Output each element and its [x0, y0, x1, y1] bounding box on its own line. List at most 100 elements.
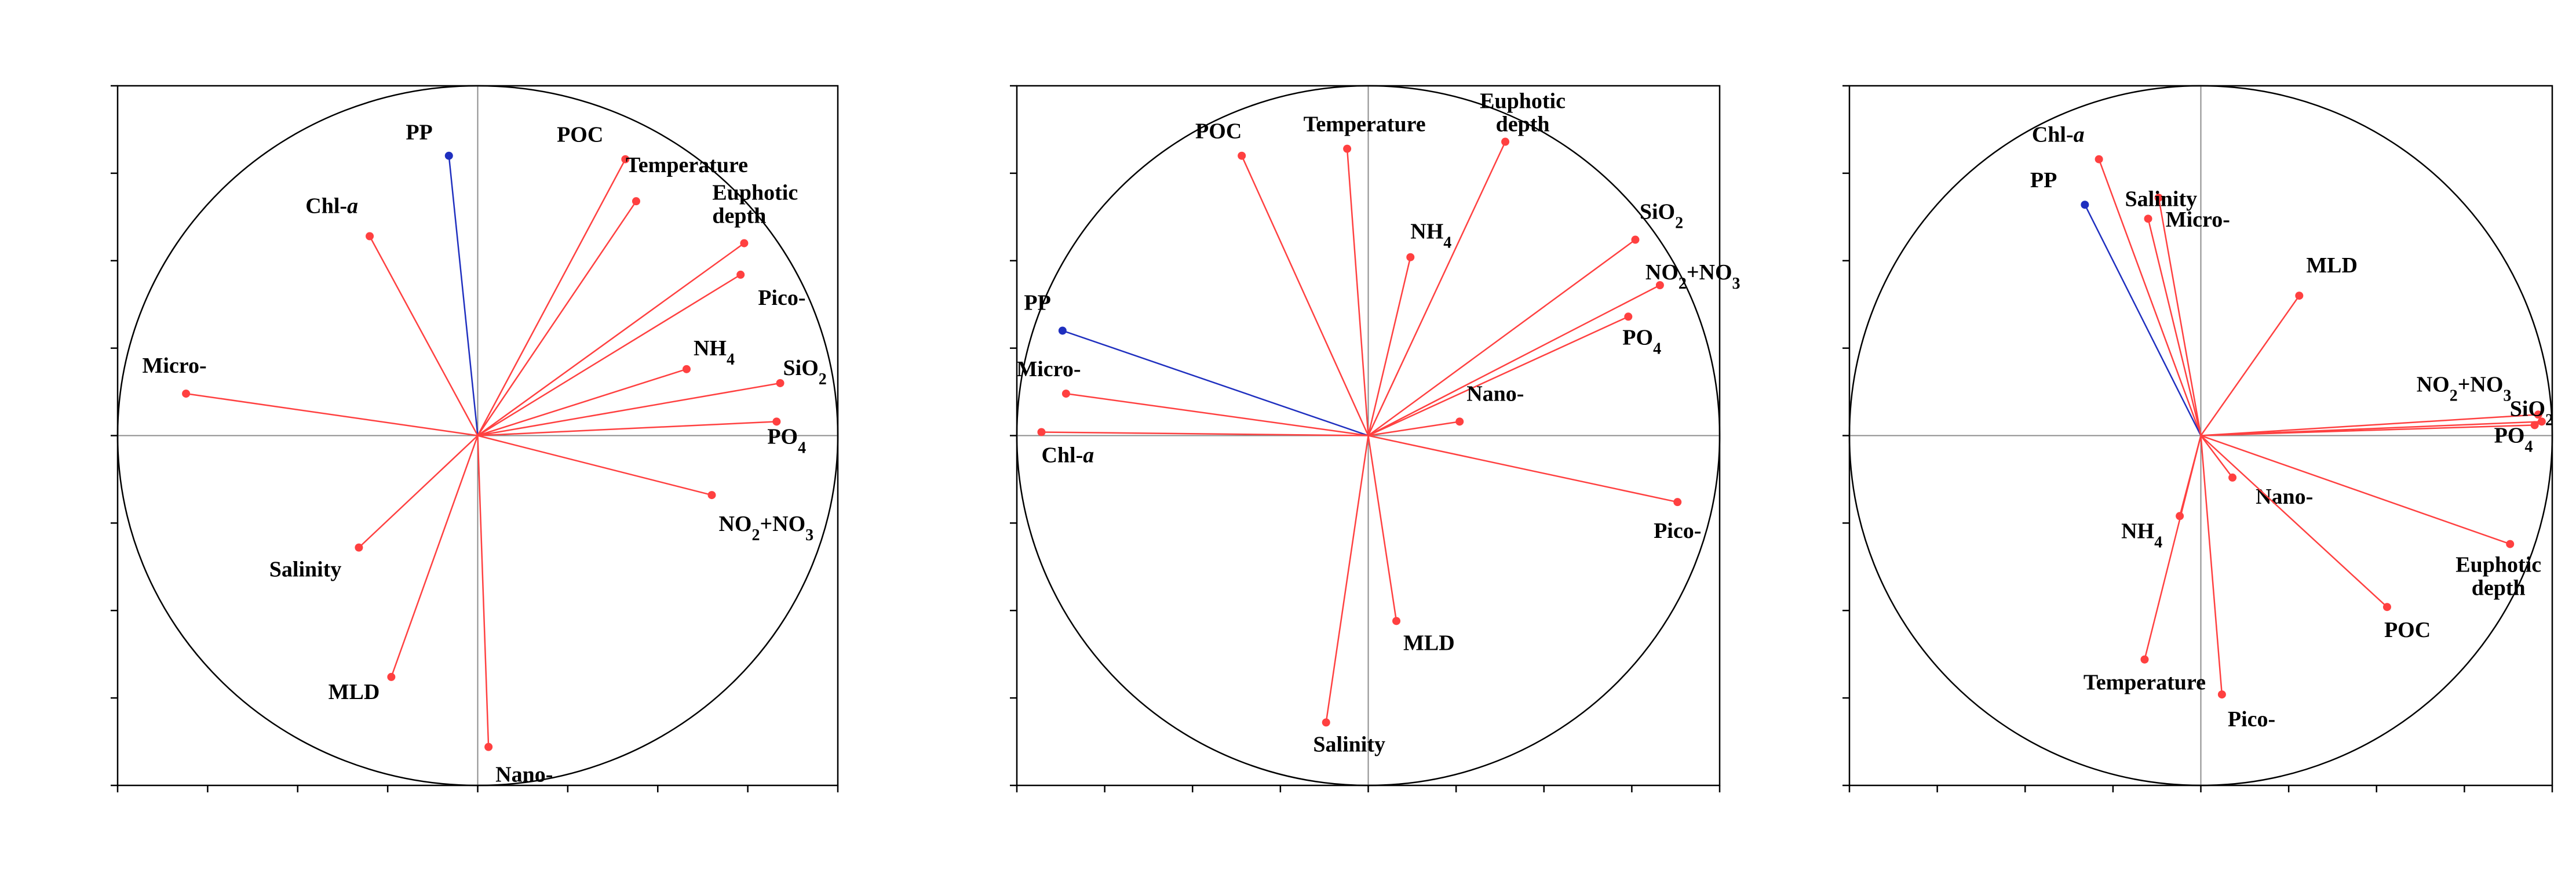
point-no2-no3 — [2534, 410, 2542, 419]
vector-pico — [2200, 435, 2223, 695]
point-sio2 — [2537, 417, 2546, 426]
vector-temperature — [2144, 435, 2202, 660]
label-nh4: NH4 — [694, 336, 735, 369]
vector-pico — [477, 274, 741, 436]
vector-temperature — [1346, 148, 1369, 436]
vector-pp — [1062, 330, 1369, 436]
label-nano: Nano- — [1466, 381, 1524, 406]
label-pico: Pico- — [758, 286, 805, 310]
label-poc: POC — [557, 123, 603, 147]
vector-po4 — [1367, 316, 1629, 436]
vector-no2-no3 — [2201, 414, 2538, 436]
vector-poc — [477, 159, 626, 436]
label-chl-a: Chl-a — [2032, 123, 2085, 147]
point-temperature — [632, 197, 640, 206]
vector-nano — [1368, 421, 1460, 436]
vector-nano — [2200, 435, 2234, 478]
vector-sio2 — [477, 382, 780, 436]
vector-temperature — [477, 201, 637, 436]
label-pp: PP — [2030, 168, 2057, 192]
point-micro — [2154, 194, 2163, 202]
vector-poc — [1241, 155, 1369, 436]
point-nano — [2228, 473, 2237, 482]
label-chl-a: Chl-a — [305, 194, 358, 219]
point-euphotic-depth — [740, 239, 749, 248]
label-po4: PO4 — [2494, 423, 2533, 456]
label-salinity: Salinity — [2125, 187, 2198, 211]
label-sio2: SiO2 — [783, 356, 827, 388]
point-poc — [2382, 603, 2391, 612]
vector-salinity — [2147, 219, 2202, 436]
vector-mld — [391, 435, 479, 678]
vector-po4 — [477, 421, 777, 436]
vector-mld — [2200, 295, 2300, 436]
point-chl-a — [366, 232, 374, 241]
point-mld — [1392, 617, 1401, 625]
point-nh4 — [1406, 253, 1415, 261]
label-pico: Pico- — [1654, 519, 1701, 543]
point-temperature — [1343, 144, 1352, 153]
point-pico — [736, 270, 745, 279]
label-sio2: SiO2 — [1640, 200, 1683, 232]
point-micro — [1061, 390, 1070, 398]
label-nano: Nano- — [495, 763, 553, 787]
label-mld: MLD — [2306, 253, 2358, 278]
point-mld — [387, 672, 396, 681]
label-nh4: NH4 — [2121, 519, 2162, 551]
label-sio2: SiO2 — [2510, 396, 2553, 429]
vector-micro — [1066, 392, 1369, 436]
point-micro — [182, 390, 191, 398]
point-chl-a — [2095, 155, 2103, 163]
point-pp — [2081, 201, 2089, 209]
point-nano — [1455, 417, 1464, 426]
point-no2-no3 — [707, 491, 716, 500]
label-pp: PP — [406, 121, 432, 145]
label-no2-no3: NO2+NO3 — [1645, 260, 1741, 293]
point-po4 — [2530, 421, 2539, 430]
point-po4 — [1624, 312, 1633, 321]
vector-chl-a — [368, 235, 479, 436]
vector-pp — [2084, 204, 2202, 436]
label-salinity: Salinity — [1313, 732, 1385, 756]
vector-salinity — [1325, 435, 1369, 723]
vector-no2-no3 — [1367, 284, 1661, 436]
vector-chl-a — [2098, 159, 2202, 436]
vector-nh4 — [477, 368, 687, 436]
point-chl-a — [1037, 428, 1046, 436]
point-salinity — [2144, 214, 2152, 223]
label-po4: PO4 — [1622, 325, 1661, 358]
point-pp — [444, 151, 453, 160]
vector-mld — [1367, 435, 1398, 621]
vector-nh4 — [1367, 257, 1411, 436]
point-poc — [621, 155, 630, 163]
label-po4: PO4 — [767, 424, 806, 457]
vector-sio2 — [1367, 239, 1636, 436]
label-micro: Micro- — [1016, 357, 1081, 381]
vector-pp — [448, 155, 479, 436]
label-no2-no3: NO2+NO3 — [718, 512, 813, 544]
point-nano — [484, 743, 493, 751]
point-pico — [2217, 690, 2226, 699]
vector-micro — [185, 392, 478, 436]
label-euphotic-depth: Euphotic depth — [1480, 89, 1566, 137]
label-mld: MLD — [1403, 631, 1455, 655]
vector-no2-no3 — [477, 435, 712, 496]
point-no2-no3 — [1655, 281, 1664, 289]
vector-euphotic-depth — [1367, 141, 1506, 436]
point-po4 — [772, 417, 781, 426]
chart-panel-b: Euphotic depth Temperature POC SiO2 NH4 NO2+NO… — [1010, 85, 1741, 792]
label-nh4: NH4 — [1410, 220, 1451, 252]
vector-euphotic-depth — [477, 242, 745, 436]
point-salinity — [1322, 718, 1330, 727]
chart-panel-a: PP POC Temperature Chl-a Euphotic depth Pico- N… — [111, 85, 839, 792]
vector-nano — [477, 435, 490, 747]
label-nano: Nano- — [2256, 485, 2313, 509]
label-salinity: Salinity — [269, 558, 342, 582]
vector-chl-a — [1041, 431, 1369, 436]
point-mld — [2295, 292, 2304, 300]
point-temperature — [2140, 655, 2149, 664]
label-euphotic-depth: Euphotic depth — [712, 181, 798, 228]
label-poc: POC — [1195, 119, 1242, 144]
vector-euphotic-depth — [2201, 435, 2511, 545]
